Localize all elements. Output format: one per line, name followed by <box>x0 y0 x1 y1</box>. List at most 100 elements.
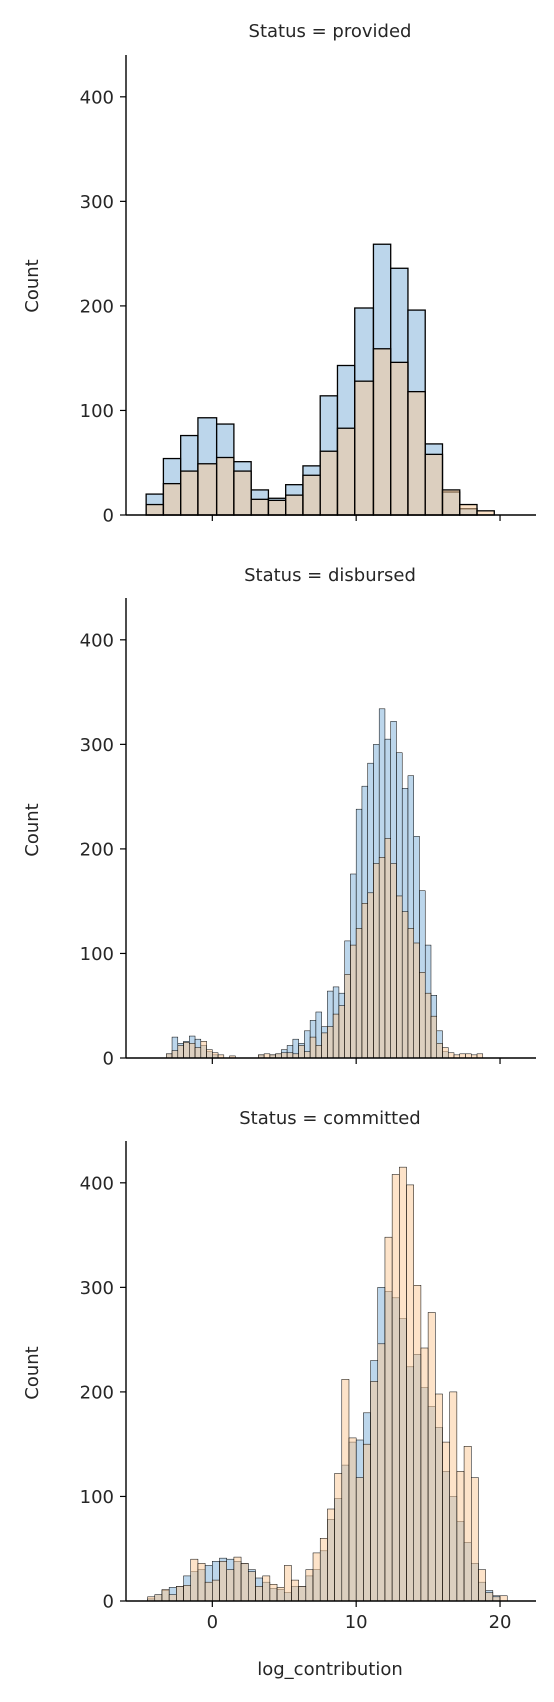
histogram-bar <box>384 1236 393 1602</box>
histogram-bar <box>448 1052 455 1059</box>
histogram-bar <box>276 1587 285 1602</box>
histogram-bar <box>384 838 391 1059</box>
histogram-bar <box>291 1579 299 1602</box>
histogram-bar <box>286 1052 294 1059</box>
histogram-bar <box>312 1552 321 1602</box>
histogram-bar <box>154 1594 163 1602</box>
histogram-bar <box>427 1312 436 1602</box>
axes: 0 100 200 300 400 <box>80 598 536 1070</box>
panel-committed: Status = committed Count 0 100 200 300 400 0 1… <box>22 1108 536 1680</box>
histogram-bar <box>401 911 409 1059</box>
histogram-bar <box>338 1005 345 1059</box>
histogram-bar <box>302 474 321 516</box>
histogram-bar <box>435 1393 443 1602</box>
y-tick-label: 200 <box>80 839 114 860</box>
histogram-bar <box>396 895 403 1059</box>
histogram-bar <box>298 1586 307 1602</box>
histogram-bar <box>391 1174 400 1602</box>
histogram-bar <box>420 1347 429 1602</box>
y-tick-label: 300 <box>80 192 114 213</box>
histogram-bar <box>161 1589 170 1602</box>
y-tick-label: 300 <box>80 735 114 756</box>
histogram-bar <box>390 361 409 516</box>
y-tick-label: 200 <box>80 1382 114 1403</box>
y-tick-label: 200 <box>80 296 114 317</box>
histogram-bar <box>269 1584 278 1602</box>
histogram-bar <box>350 944 357 1059</box>
y-tick-label: 400 <box>80 1173 114 1194</box>
histogram-bar <box>463 1446 472 1602</box>
histogram-bar <box>344 974 351 1059</box>
histogram-bar <box>248 1571 256 1602</box>
y-tick-label: 0 <box>103 1592 114 1613</box>
histogram-bar <box>285 494 304 516</box>
histogram-bar <box>145 503 165 516</box>
histogram-bar <box>206 1049 213 1059</box>
y-tick-label: 400 <box>80 630 114 651</box>
histogram-bar <box>190 1558 199 1602</box>
histogram-bar <box>204 1581 213 1602</box>
histogram-bar <box>419 972 426 1059</box>
histogram-bar <box>298 1045 305 1059</box>
histogram-bar <box>413 1285 422 1602</box>
panel-title: Status = provided <box>249 21 412 42</box>
histogram-bars <box>166 708 484 1059</box>
histogram-bar <box>176 1586 184 1602</box>
histogram-bar <box>413 942 420 1059</box>
histogram-bar <box>233 1556 242 1602</box>
histogram-bar <box>284 1565 292 1602</box>
histogram-bar <box>212 1579 220 1602</box>
histogram-bar <box>424 453 444 516</box>
histogram-bar <box>168 1594 177 1602</box>
histogram-bar <box>281 1052 288 1059</box>
y-tick-label: 100 <box>80 1487 114 1508</box>
histogram-bar <box>372 348 392 516</box>
histogram-bar <box>162 482 182 516</box>
histogram-bar <box>361 903 368 1059</box>
histogram-bar <box>315 1045 322 1059</box>
histogram-bar <box>319 450 339 516</box>
histogram-bar <box>471 1477 479 1602</box>
histogram-bar <box>424 992 432 1059</box>
axes: 0 100 200 300 400 <box>80 55 536 527</box>
histogram-bar <box>399 1166 407 1602</box>
y-axis-label: Count <box>22 259 43 312</box>
histogram-bar <box>334 1473 343 1602</box>
y-axis-label: Count <box>22 1346 43 1399</box>
histogram-bar <box>378 857 386 1059</box>
histogram-bar <box>485 1592 494 1602</box>
y-tick-label: 0 <box>103 1049 114 1070</box>
histogram-bar <box>332 1013 340 1059</box>
histogram-bar <box>355 928 363 1059</box>
histogram-bar <box>255 1586 263 1602</box>
panel-provided: Status = provided Count 0 100 200 300 400 <box>22 21 536 527</box>
histogram-bar <box>327 1508 335 1602</box>
histogram-bar <box>370 1381 378 1602</box>
histogram-bar <box>442 1047 449 1059</box>
y-tick-label: 0 <box>103 506 114 527</box>
histogram-bars <box>145 243 495 516</box>
x-tick-label: 10 <box>345 1612 368 1633</box>
y-axis-label: Count <box>22 803 43 856</box>
histogram-bar <box>183 1585 191 1602</box>
histogram-bar <box>212 1052 219 1059</box>
histogram-bar <box>215 456 235 516</box>
histogram-bar <box>456 1471 465 1602</box>
histogram-bar <box>180 470 199 516</box>
histogram-bar <box>377 1343 386 1602</box>
histogram-bar <box>171 1050 179 1059</box>
panel-disbursed: Status = disbursed Count 0 100 200 300 400 <box>22 565 536 1070</box>
histogram-bar <box>305 1569 314 1602</box>
histogram-bar <box>390 863 397 1059</box>
histogram-bar <box>449 1391 458 1602</box>
histogram-bar <box>478 1569 486 1602</box>
histogram-bar <box>341 1379 350 1602</box>
histogram-bar <box>250 498 270 516</box>
histogram-bar <box>373 863 380 1059</box>
histogram-bar <box>262 1575 271 1602</box>
histogram-bar <box>226 1569 235 1602</box>
histogram-bar <box>319 1538 328 1602</box>
histogram-bar <box>407 390 426 516</box>
histogram-bar <box>177 1045 184 1059</box>
